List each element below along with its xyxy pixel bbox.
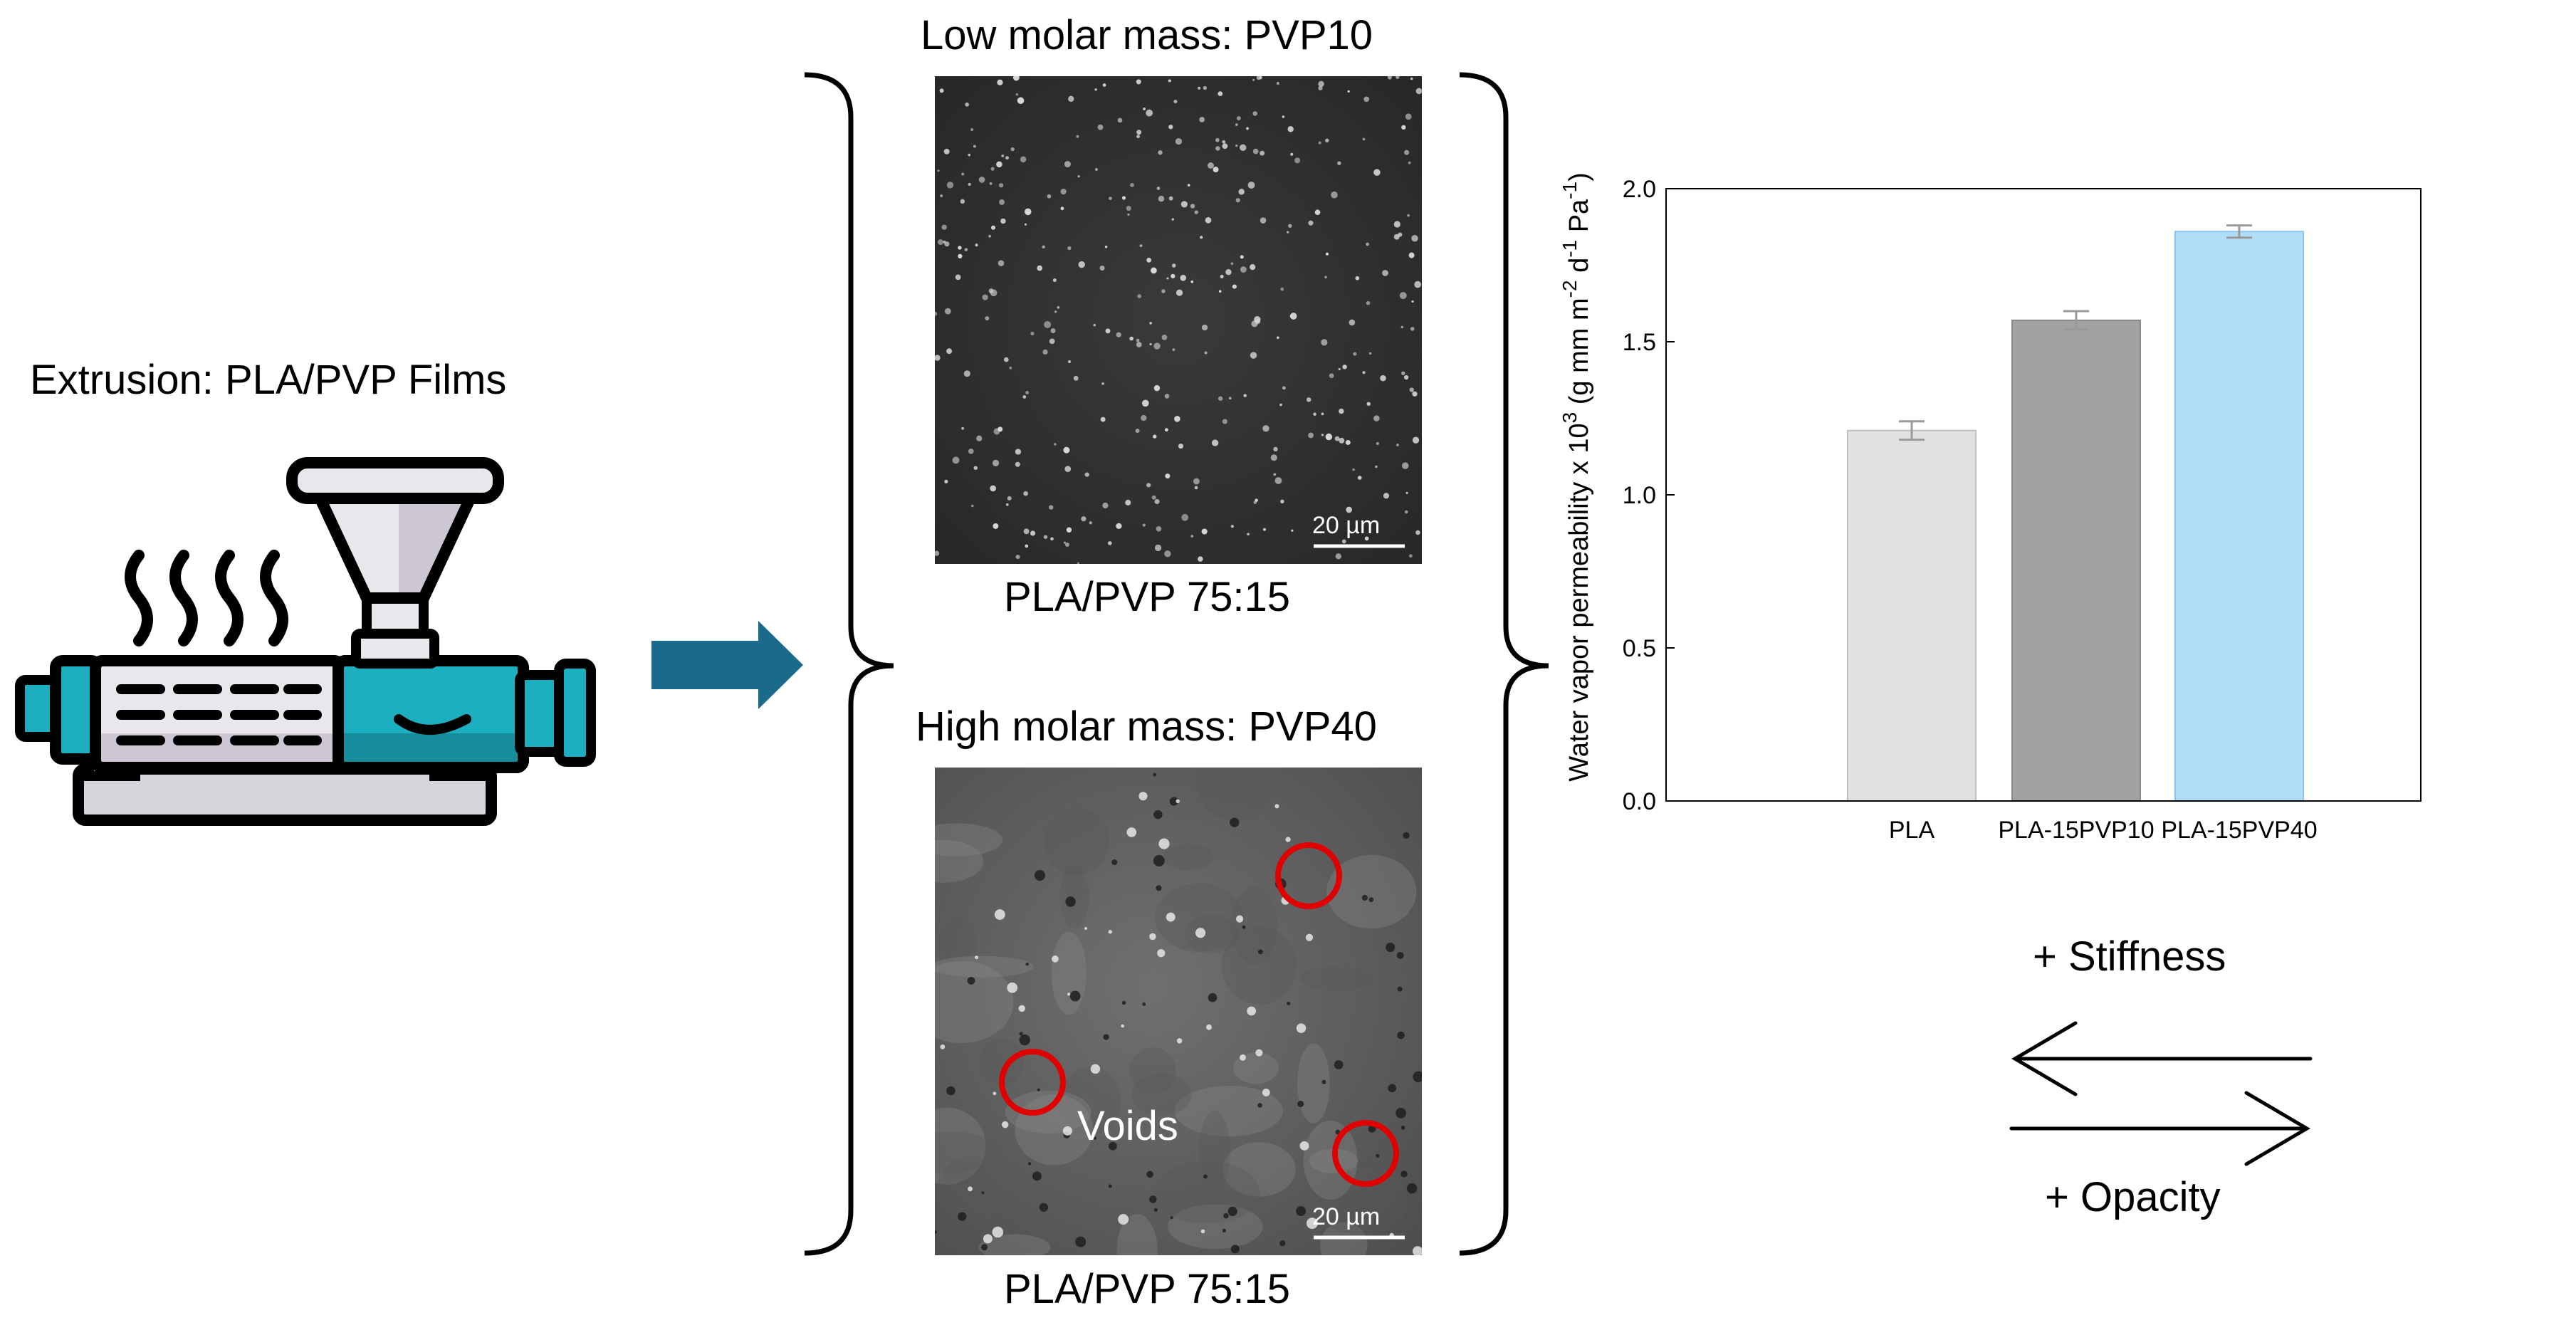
x-tick-label: PLA-15PVP40 <box>2161 817 2317 844</box>
bar-pla-15pvp10 <box>2011 319 2141 802</box>
bar-pla-15pvp40 <box>2174 231 2304 802</box>
y-tick-label: 1.0 <box>1623 482 1656 509</box>
stiffness-label: + Stiffness <box>2033 933 2226 980</box>
permeability-chart: PLA PLA-15PVP10 PLA-15PVP40 0.0 0.5 1.0 1.5 2.0… <box>1559 172 2421 844</box>
bottom-scale-bar: 20 µm <box>1312 1203 1381 1230</box>
y-tick-label: 0.5 <box>1623 635 1656 662</box>
top-panel-caption: PLA/PVP 75:15 <box>1004 574 1291 620</box>
sem-image-pvp40: Voids 20 µm <box>935 768 1422 1255</box>
bottom-panel-heading: High molar mass: PVP40 <box>916 703 1377 750</box>
y-axis-label: Water vapor permeability x 103 (g mm m-2… <box>1559 172 1594 782</box>
opacity-label: + Opacity <box>2045 1174 2221 1220</box>
bottom-panel-caption: PLA/PVP 75:15 <box>1004 1266 1291 1312</box>
x-tick-label: PLA <box>1889 817 1935 844</box>
top-panel-heading: Low molar mass: PVP10 <box>921 12 1373 58</box>
x-tick-label: PLA-15PVP10 <box>1998 817 2154 844</box>
y-tick-label: 0.0 <box>1623 788 1656 815</box>
right-brace <box>1459 72 1549 1256</box>
bar-pla <box>1847 429 1976 802</box>
voids-label: Voids <box>1077 1103 1178 1149</box>
error-bar <box>1899 420 1925 441</box>
opacity-arrow <box>2009 1091 2310 1166</box>
top-scale-bar: 20 µm <box>1312 512 1381 539</box>
left-brace <box>804 72 894 1256</box>
error-bar <box>2063 310 2089 331</box>
extrusion-title: Extrusion: PLA/PVP Films <box>30 357 507 403</box>
extruder-icon <box>15 457 596 826</box>
error-bar <box>2226 224 2252 239</box>
steam-icon <box>125 550 288 646</box>
y-tick-label: 1.5 <box>1623 329 1656 356</box>
process-arrow <box>651 621 803 709</box>
void-markers <box>999 842 1399 1187</box>
sem-image-pvp10: 20 µm <box>935 76 1422 564</box>
stiffness-arrow <box>2011 1021 2313 1096</box>
y-tick-label: 2.0 <box>1623 176 1656 203</box>
